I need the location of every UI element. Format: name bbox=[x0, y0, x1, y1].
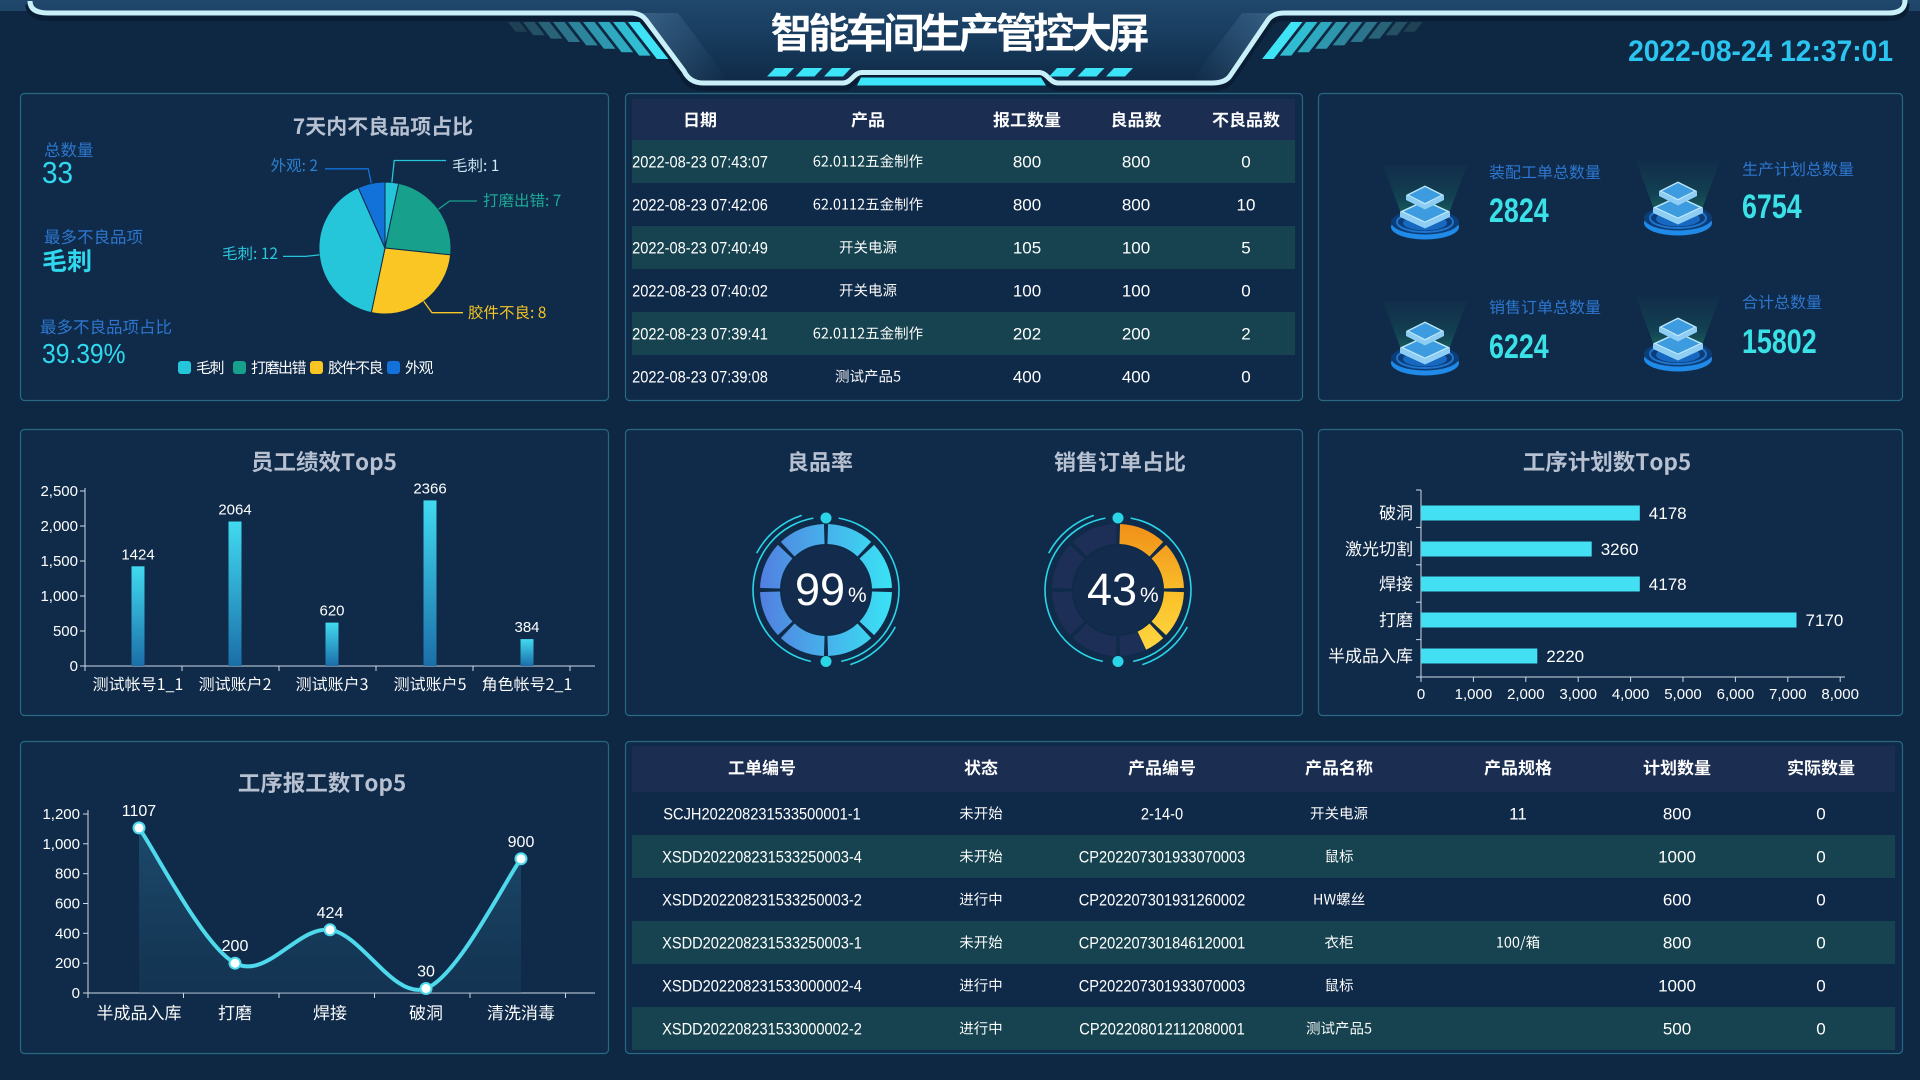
svg-text:2220: 2220 bbox=[1546, 647, 1584, 666]
svg-text:800: 800 bbox=[1663, 934, 1691, 953]
svg-text:1000: 1000 bbox=[1658, 977, 1696, 996]
svg-text:33: 33 bbox=[42, 156, 73, 191]
svg-text:424: 424 bbox=[317, 905, 344, 922]
svg-text:2,000: 2,000 bbox=[1507, 686, 1545, 703]
svg-text:5,000: 5,000 bbox=[1664, 686, 1702, 703]
svg-text:200: 200 bbox=[55, 955, 80, 972]
svg-text:2022-08-23 07:39:08: 2022-08-23 07:39:08 bbox=[632, 369, 768, 387]
svg-text:3,000: 3,000 bbox=[1559, 686, 1597, 703]
svg-text:%: % bbox=[1140, 584, 1159, 607]
svg-text:500: 500 bbox=[1663, 1020, 1691, 1039]
svg-text:15802: 15802 bbox=[1742, 323, 1817, 361]
svg-text:800: 800 bbox=[1013, 153, 1041, 172]
svg-text:2-14-0: 2-14-0 bbox=[1141, 806, 1183, 824]
svg-text:400: 400 bbox=[1013, 368, 1041, 387]
svg-text:800: 800 bbox=[55, 866, 80, 883]
svg-text:500: 500 bbox=[53, 623, 78, 640]
svg-text:1,200: 1,200 bbox=[42, 806, 80, 823]
svg-text:1,000: 1,000 bbox=[40, 588, 78, 605]
svg-text:2022-08-23 07:40:49: 2022-08-23 07:40:49 bbox=[632, 240, 768, 258]
svg-text:600: 600 bbox=[1663, 891, 1691, 910]
svg-text:105: 105 bbox=[1013, 239, 1041, 258]
svg-text:0: 0 bbox=[1816, 848, 1825, 867]
svg-text:200: 200 bbox=[1122, 325, 1150, 344]
svg-text:384: 384 bbox=[514, 619, 539, 636]
svg-text:SCJH202208231533500001-1: SCJH202208231533500001-1 bbox=[663, 806, 861, 824]
svg-text:1,500: 1,500 bbox=[40, 553, 78, 570]
svg-text:2022-08-23 07:40:02: 2022-08-23 07:40:02 bbox=[632, 283, 768, 301]
svg-text:0: 0 bbox=[70, 658, 78, 675]
svg-text:XSDD202208231533250003-4: XSDD202208231533250003-4 bbox=[662, 849, 862, 867]
svg-text:CP202208012112080001: CP202208012112080001 bbox=[1079, 1021, 1245, 1039]
svg-text:200: 200 bbox=[222, 938, 249, 955]
svg-text:800: 800 bbox=[1122, 153, 1150, 172]
svg-text:2022-08-23 07:42:06: 2022-08-23 07:42:06 bbox=[632, 197, 768, 215]
svg-text:4178: 4178 bbox=[1649, 575, 1687, 594]
svg-text:1000: 1000 bbox=[1658, 848, 1696, 867]
svg-text:CP202207301933070003: CP202207301933070003 bbox=[1079, 978, 1246, 996]
svg-text:XSDD202208231533250003-1: XSDD202208231533250003-1 bbox=[662, 935, 862, 953]
svg-text:400: 400 bbox=[55, 925, 80, 942]
svg-text:7170: 7170 bbox=[1806, 611, 1844, 630]
svg-text:900: 900 bbox=[508, 834, 535, 851]
svg-text:202: 202 bbox=[1013, 325, 1041, 344]
svg-text:2366: 2366 bbox=[413, 480, 446, 497]
svg-text:0: 0 bbox=[1816, 891, 1825, 910]
svg-text:6,000: 6,000 bbox=[1717, 686, 1755, 703]
svg-text:7,000: 7,000 bbox=[1769, 686, 1807, 703]
svg-text:CP202207301846120001: CP202207301846120001 bbox=[1079, 935, 1246, 953]
svg-text:3260: 3260 bbox=[1601, 540, 1639, 559]
svg-text:100: 100 bbox=[1122, 282, 1150, 301]
svg-text:100: 100 bbox=[1122, 239, 1150, 258]
svg-text:1107: 1107 bbox=[122, 803, 157, 820]
svg-text:0: 0 bbox=[1241, 153, 1250, 172]
svg-text:2,000: 2,000 bbox=[40, 518, 78, 535]
svg-text:0: 0 bbox=[1816, 934, 1825, 953]
svg-text:10: 10 bbox=[1237, 196, 1256, 215]
svg-text:6224: 6224 bbox=[1489, 328, 1549, 366]
svg-text:600: 600 bbox=[55, 896, 80, 913]
svg-text:CP202207301931260002: CP202207301931260002 bbox=[1079, 892, 1246, 910]
svg-text:XSDD202208231533000002-2: XSDD202208231533000002-2 bbox=[662, 1021, 862, 1039]
svg-text:800: 800 bbox=[1122, 196, 1150, 215]
svg-text:2,500: 2,500 bbox=[40, 483, 78, 500]
svg-text:2022-08-24 12:37:01: 2022-08-24 12:37:01 bbox=[1628, 35, 1893, 68]
svg-text:4,000: 4,000 bbox=[1612, 686, 1650, 703]
svg-text:0: 0 bbox=[72, 985, 80, 1002]
svg-text:%: % bbox=[848, 584, 867, 607]
svg-text:620: 620 bbox=[319, 603, 344, 620]
svg-text:39.39%: 39.39% bbox=[42, 338, 126, 370]
svg-text:800: 800 bbox=[1663, 805, 1691, 824]
svg-text:0: 0 bbox=[1816, 1020, 1825, 1039]
svg-text:0: 0 bbox=[1816, 805, 1825, 824]
svg-text:2824: 2824 bbox=[1489, 192, 1549, 230]
svg-text:30: 30 bbox=[417, 964, 435, 981]
svg-text:1,000: 1,000 bbox=[42, 836, 80, 853]
svg-text:1424: 1424 bbox=[121, 546, 154, 563]
svg-text:XSDD202208231533250003-2: XSDD202208231533250003-2 bbox=[662, 892, 862, 910]
svg-text:4178: 4178 bbox=[1649, 504, 1687, 523]
svg-text:0: 0 bbox=[1241, 368, 1250, 387]
svg-text:99: 99 bbox=[795, 564, 845, 615]
svg-text:0: 0 bbox=[1417, 686, 1425, 703]
svg-text:5: 5 bbox=[1241, 239, 1250, 258]
svg-text:1,000: 1,000 bbox=[1455, 686, 1493, 703]
svg-text:2064: 2064 bbox=[218, 502, 251, 519]
svg-text:100: 100 bbox=[1013, 282, 1041, 301]
svg-text:2022-08-23 07:43:07: 2022-08-23 07:43:07 bbox=[632, 154, 768, 172]
svg-text:CP202207301933070003: CP202207301933070003 bbox=[1079, 849, 1246, 867]
svg-text:XSDD202208231533000002-4: XSDD202208231533000002-4 bbox=[662, 978, 862, 996]
svg-text:800: 800 bbox=[1013, 196, 1041, 215]
svg-text:2: 2 bbox=[1241, 325, 1250, 344]
svg-text:43: 43 bbox=[1087, 564, 1137, 615]
svg-text:11: 11 bbox=[1509, 805, 1527, 824]
svg-text:400: 400 bbox=[1122, 368, 1150, 387]
svg-text:6754: 6754 bbox=[1742, 188, 1802, 226]
svg-text:0: 0 bbox=[1241, 282, 1250, 301]
svg-text:0: 0 bbox=[1816, 977, 1825, 996]
svg-text:8,000: 8,000 bbox=[1821, 686, 1859, 703]
svg-text:2022-08-23 07:39:41: 2022-08-23 07:39:41 bbox=[632, 326, 768, 344]
